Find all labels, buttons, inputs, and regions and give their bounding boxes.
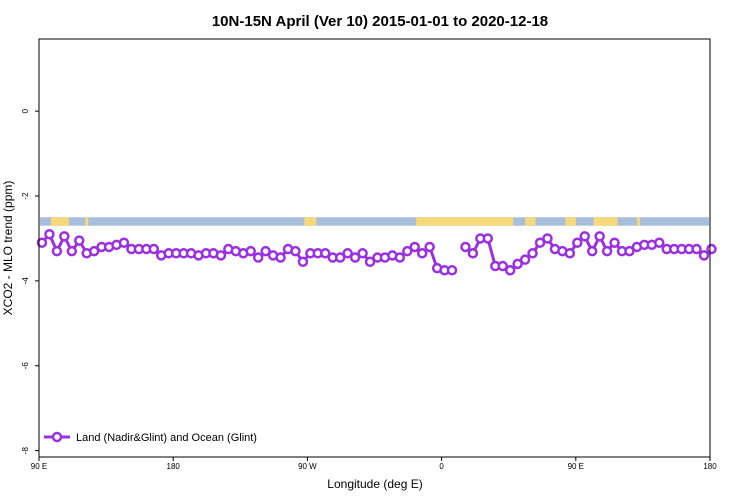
land-patch bbox=[565, 217, 576, 226]
data-point bbox=[394, 252, 406, 263]
data-point bbox=[416, 248, 428, 259]
data-point bbox=[349, 252, 361, 263]
data-point bbox=[460, 241, 471, 253]
map-strip bbox=[40, 217, 709, 226]
data-point bbox=[59, 231, 70, 242]
data-point bbox=[88, 245, 100, 257]
y-axis-label: XCO2 - MLO trend (ppm) bbox=[1, 181, 15, 316]
y-tick-label: -4 bbox=[21, 277, 30, 285]
data-point bbox=[482, 233, 494, 244]
data-point bbox=[252, 252, 264, 263]
data-point bbox=[519, 254, 531, 265]
land-patch bbox=[636, 217, 640, 226]
data-point bbox=[572, 237, 583, 248]
legend-marker-swatch bbox=[51, 431, 63, 443]
x-tick-label: 0 bbox=[439, 462, 444, 471]
y-tick-label: -8 bbox=[21, 447, 30, 455]
chart-title: 10N-15N April (Ver 10) 2015-01-01 to 202… bbox=[212, 13, 548, 30]
data-point bbox=[564, 248, 576, 259]
data-point bbox=[51, 245, 63, 257]
data-point bbox=[446, 265, 458, 276]
data-point bbox=[601, 245, 613, 257]
data-point bbox=[698, 250, 710, 261]
data-point bbox=[342, 248, 353, 259]
data-point bbox=[275, 252, 286, 263]
data-point bbox=[402, 245, 413, 257]
data-point bbox=[497, 260, 508, 272]
data-point bbox=[706, 243, 717, 255]
data-point bbox=[512, 258, 523, 270]
y-tick-label: 0 bbox=[21, 108, 30, 113]
data-point bbox=[691, 243, 702, 255]
data-point bbox=[609, 237, 620, 248]
x-tick-label: 180 bbox=[703, 462, 717, 471]
data-point bbox=[320, 248, 331, 259]
land-patch bbox=[416, 217, 514, 226]
data-point bbox=[594, 231, 605, 242]
x-axis-label: Longitude (deg E) bbox=[327, 477, 422, 491]
data-point bbox=[357, 248, 368, 259]
data-point bbox=[290, 245, 301, 257]
data-point bbox=[467, 248, 479, 259]
data-point bbox=[579, 231, 590, 242]
data-point bbox=[527, 248, 538, 259]
data-point bbox=[542, 233, 553, 244]
data-point bbox=[534, 237, 546, 248]
plot-frame bbox=[38, 38, 711, 458]
data-point bbox=[36, 237, 48, 248]
data-point bbox=[66, 245, 78, 257]
land-patch bbox=[593, 217, 618, 226]
land-patch bbox=[525, 217, 536, 226]
data-point bbox=[409, 241, 421, 253]
x-tick-label: 90 W bbox=[298, 462, 317, 471]
y-tick-label: -2 bbox=[21, 192, 30, 200]
data-point bbox=[148, 243, 160, 255]
legend: Land (Nadir&Glint) and Ocean (Glint) bbox=[44, 431, 257, 444]
data-point bbox=[297, 256, 309, 268]
data-point bbox=[586, 245, 598, 257]
data-point bbox=[245, 245, 256, 257]
y-axis: 0 -2 -4 -6 -8 bbox=[21, 108, 39, 454]
data-point bbox=[504, 265, 516, 276]
ocean-band bbox=[40, 217, 709, 226]
legend-label: Land (Nadir&Glint) and Ocean (Glint) bbox=[76, 432, 257, 444]
data-point bbox=[624, 245, 635, 257]
x-tick-label: 180 bbox=[167, 462, 181, 471]
land-patch bbox=[50, 217, 69, 226]
data-point bbox=[654, 237, 665, 248]
data-point bbox=[334, 252, 346, 263]
plot-area bbox=[36, 228, 717, 276]
data-point bbox=[260, 245, 271, 257]
y-tick-label: -6 bbox=[21, 362, 30, 370]
land-patch bbox=[85, 217, 89, 226]
data-point bbox=[74, 235, 85, 246]
data-point bbox=[424, 241, 435, 253]
x-tick-label: 90 E bbox=[568, 462, 584, 471]
data-point bbox=[118, 237, 130, 248]
data-point bbox=[215, 250, 227, 261]
x-axis: 90 E 180 90 W 0 90 E 180 bbox=[31, 457, 717, 471]
land-patch bbox=[304, 217, 317, 226]
data-point bbox=[364, 256, 376, 268]
data-point bbox=[44, 228, 55, 240]
x-tick-label: 90 E bbox=[31, 462, 47, 471]
